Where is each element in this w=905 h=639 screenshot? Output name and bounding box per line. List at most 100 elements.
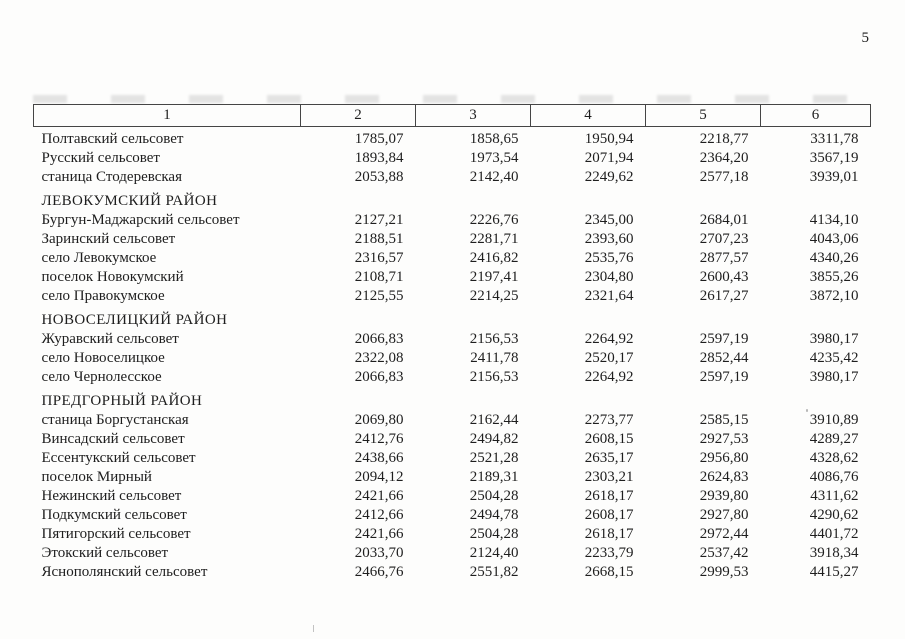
row-value-col4: 2608,17: [584, 507, 634, 523]
row-value-col2: 2316,57: [354, 250, 404, 266]
row-value-col6: 4134,10: [809, 212, 859, 228]
scan-artifact-smudge: [33, 95, 870, 103]
row-value-col5: 2999,53: [699, 564, 749, 580]
row-value-col4: 2520,17: [584, 350, 634, 366]
row-name: поселок Новокумский: [41, 269, 184, 285]
row-value-col4: 2264,92: [584, 331, 634, 347]
row-value-col6: 4340,26: [809, 250, 859, 266]
row-value-col4: 2233,79: [584, 545, 634, 561]
row-value-col3: 2214,25: [469, 288, 519, 304]
row-value-col3: 2411,78: [470, 350, 519, 366]
row-value-col2: 2053,88: [354, 169, 404, 185]
row-value-col3: 2504,28: [469, 488, 519, 504]
row-value-col5: 2852,44: [699, 350, 749, 366]
row-value-col5: 2972,44: [699, 526, 749, 542]
row-value-col2: 2421,66: [354, 526, 404, 542]
section-header-label: ЛЕВОКУМСКИЙ РАЙОН: [41, 193, 218, 209]
table-row: Бургун-Маджарский сельсовет 2127,21 2226,7…: [34, 211, 871, 230]
row-value-col4: 2345,00: [584, 212, 634, 228]
row-value-col2: 2066,83: [354, 369, 404, 385]
row-name: Ессентукский сельсовет: [41, 450, 196, 466]
row-value-col5: 2956,80: [699, 450, 749, 466]
row-value-col2: 2438,66: [354, 450, 404, 466]
row-value-col2: 2066,83: [354, 331, 404, 347]
row-value-col3: 2226,76: [469, 212, 519, 228]
row-value-col6: 4086,76: [809, 469, 859, 485]
row-value-col3: 2156,53: [469, 331, 519, 347]
row-value-col5: 2597,19: [699, 331, 749, 347]
column-header-1: 1: [33, 104, 301, 127]
row-value-col5: 2927,53: [699, 431, 749, 447]
row-value-col2: 2412,66: [354, 507, 404, 523]
row-value-col6: 3311,78: [810, 131, 859, 147]
row-value-col3: 1973,54: [469, 150, 519, 166]
scan-artifact-dot: [806, 409, 808, 412]
row-name: село Новоселицкое: [41, 350, 165, 366]
column-header-3: 3: [415, 104, 531, 127]
scan-artifact-tick: [313, 625, 314, 632]
row-value-col6: 4235,42: [809, 350, 859, 366]
row-value-col3: 2142,40: [469, 169, 519, 185]
row-value-col2: 2322,08: [354, 350, 404, 366]
table-row: Полтавский сельсовет 1785,07 1858,65 1950,9…: [34, 130, 871, 149]
row-value-col6: 3855,26: [809, 269, 859, 285]
table-row: Яснополянский сельсовет 2466,76 2551,82 266…: [34, 563, 871, 582]
row-value-col6: 4289,27: [809, 431, 859, 447]
section-header-row: ПРЕДГОРНЫЙ РАЙОН: [34, 392, 871, 411]
row-value-col6: 4311,62: [810, 488, 859, 504]
row-value-col3: 2281,71: [469, 231, 519, 247]
row-value-col5: 2624,83: [699, 469, 749, 485]
section-header-row: ЛЕВОКУМСКИЙ РАЙОН: [34, 192, 871, 211]
row-value-col3: 2551,82: [469, 564, 519, 580]
row-name: станица Стодеревская: [41, 169, 183, 185]
row-name: Этокский сельсовет: [41, 545, 169, 561]
table-row: станица Стодеревская 2053,88 2142,40 2249,6…: [34, 168, 871, 187]
table-row: Заринский сельсовет 2188,51 2281,71 2393,60…: [34, 230, 871, 249]
row-value-col3: 2197,41: [469, 269, 519, 285]
row-value-col3: 2521,28: [469, 450, 519, 466]
table-row: Подкумский сельсовет 2412,66 2494,78 2608,1…: [34, 506, 871, 525]
row-value-col3: 2504,28: [469, 526, 519, 542]
table-row: поселок Мирный 2094,12 2189,31 2303,21 2624,…: [34, 468, 871, 487]
row-value-col3: 2124,40: [469, 545, 519, 561]
table-body: Полтавский сельсовет 1785,07 1858,65 1950,9…: [34, 127, 871, 583]
row-value-col5: 2364,20: [699, 150, 749, 166]
column-header-4: 4: [530, 104, 646, 127]
row-value-col2: 2108,71: [354, 269, 404, 285]
row-name: Нежинский сельсовет: [41, 488, 182, 504]
table-row: Русский сельсовет 1893,84 1973,54 2071,94 23…: [34, 149, 871, 168]
row-value-col5: 2939,80: [699, 488, 749, 504]
row-value-col2: 2033,70: [354, 545, 404, 561]
row-value-col4: 2535,76: [584, 250, 634, 266]
table-row: село Левокумское 2316,57 2416,82 2535,76 287…: [34, 249, 871, 268]
row-value-col3: 2494,78: [469, 507, 519, 523]
row-value-col3: 2416,82: [469, 250, 519, 266]
row-value-col4: 2635,17: [584, 450, 634, 466]
row-value-col5: 2218,77: [699, 131, 749, 147]
row-value-col6: 3918,34: [809, 545, 859, 561]
column-header-2: 2: [300, 104, 416, 127]
row-value-col4: 2273,77: [584, 412, 634, 428]
row-value-col2: 1785,07: [354, 131, 404, 147]
row-value-col5: 2617,27: [699, 288, 749, 304]
tariff-table: 1 2 3 4 5 6 Полтавский сельсовет 1785,07 1…: [33, 104, 871, 582]
row-value-col6: 3980,17: [809, 369, 859, 385]
table-row: поселок Новокумский 2108,71 2197,41 2304,80…: [34, 268, 871, 287]
table-row: Журавский сельсовет 2066,83 2156,53 2264,92…: [34, 330, 871, 349]
table-row: село Чернолесское 2066,83 2156,53 2264,92 25…: [34, 368, 871, 387]
row-value-col2: 2421,66: [354, 488, 404, 504]
row-name: село Левокумское: [41, 250, 157, 266]
row-name: Подкумский сельсовет: [41, 507, 187, 523]
row-name: Журавский сельсовет: [41, 331, 179, 347]
row-name: Полтавский сельсовет: [41, 131, 184, 147]
row-value-col5: 2585,15: [699, 412, 749, 428]
section-header-label: НОВОСЕЛИЦКИЙ РАЙОН: [41, 312, 228, 328]
row-value-col4: 1950,94: [584, 131, 634, 147]
row-value-col2: 2412,76: [354, 431, 404, 447]
row-value-col4: 2303,21: [584, 469, 634, 485]
row-name: Русский сельсовет: [41, 150, 160, 166]
row-name: Винсадский сельсовет: [41, 431, 185, 447]
row-value-col5: 2927,80: [699, 507, 749, 523]
row-value-col4: 2071,94: [584, 150, 634, 166]
